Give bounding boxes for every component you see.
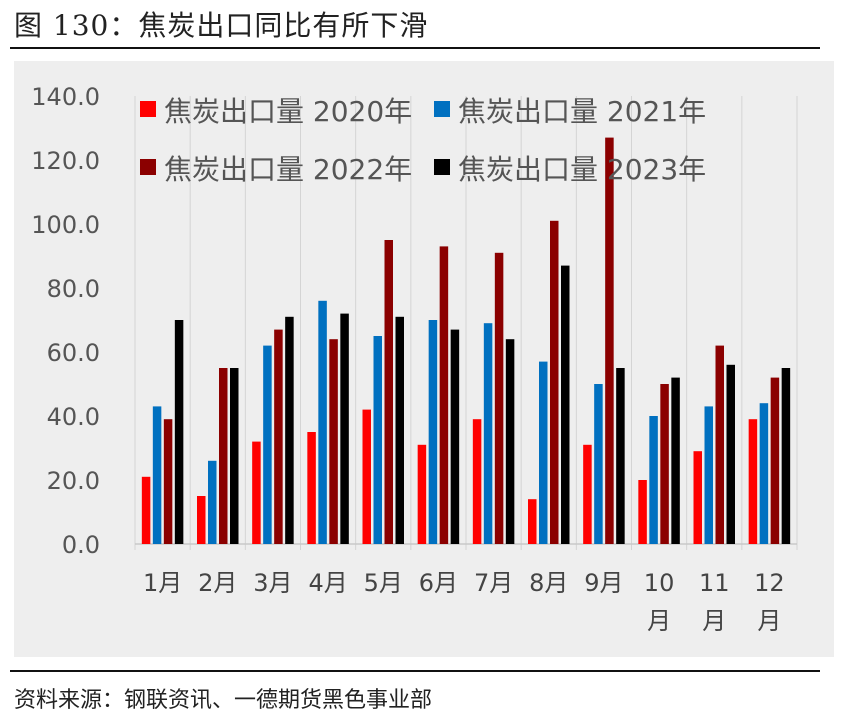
figure-title: 图 130：焦炭出口同比有所下滑 (14, 9, 429, 42)
bar (693, 451, 702, 544)
top-rule (10, 47, 820, 49)
bar (649, 416, 658, 544)
bar (329, 339, 338, 544)
bar (748, 419, 758, 544)
y-tick-label: 0.0 (62, 531, 100, 559)
bar (594, 384, 603, 544)
bar (494, 252, 504, 545)
x-tick-label: 9月 (584, 569, 623, 597)
x-tick-label: 4月 (308, 569, 347, 597)
x-tick-label: 12 月 (754, 569, 785, 635)
bottom-rule (10, 670, 820, 672)
y-tick-label: 120.0 (31, 147, 100, 175)
legend-swatch (434, 159, 450, 175)
x-tick-label: 2月 (198, 569, 237, 597)
y-tick-label: 80.0 (47, 275, 100, 303)
bar (616, 368, 625, 544)
x-tick-label: 5月 (364, 569, 403, 597)
legend-label: 焦炭出口量 2023年 (458, 153, 706, 186)
source-note: 资料来源：钢联资讯、一德期货黑色事业部 (14, 688, 433, 713)
bar (252, 441, 261, 544)
bar (781, 368, 791, 544)
bar (395, 316, 404, 544)
legend-label: 焦炭出口量 2022年 (164, 153, 412, 186)
bar (318, 300, 327, 544)
x-tick-label: 3月 (253, 569, 292, 597)
bar (152, 406, 162, 544)
bar (450, 329, 460, 544)
y-tick-label: 140.0 (31, 83, 100, 111)
bar (163, 419, 173, 544)
bar (505, 339, 515, 544)
bar (197, 496, 206, 544)
legend-swatch (140, 101, 156, 117)
bar (384, 240, 393, 544)
bar (605, 137, 614, 544)
y-tick-label: 40.0 (47, 403, 100, 431)
bar (208, 460, 217, 544)
bar (583, 444, 592, 544)
x-tick-label: 6月 (419, 569, 458, 597)
bar (671, 377, 680, 544)
legend-swatch (434, 101, 450, 117)
bar (638, 480, 647, 544)
bar (660, 384, 669, 544)
bar (219, 368, 228, 544)
bar (373, 336, 382, 544)
bar (539, 361, 548, 544)
bar (274, 329, 283, 544)
legend-swatch (140, 159, 156, 175)
bar (528, 499, 537, 544)
bar (439, 246, 449, 544)
bar (726, 364, 735, 544)
y-tick-label: 20.0 (47, 467, 100, 495)
y-tick-label: 100.0 (31, 211, 100, 239)
bar (550, 220, 559, 545)
x-tick-label: 10 月 (644, 569, 675, 635)
bar (770, 377, 780, 544)
x-tick-label: 1月 (143, 569, 182, 597)
bar (704, 406, 713, 544)
bar (340, 313, 349, 544)
bar (230, 368, 239, 544)
bar (307, 432, 316, 544)
bar (362, 409, 371, 544)
bar (759, 403, 769, 544)
bar (428, 320, 438, 544)
x-tick-label: 11 月 (699, 569, 730, 635)
bar (472, 419, 482, 544)
bar (561, 265, 570, 544)
bar (715, 345, 724, 544)
bar (141, 476, 151, 544)
bar (285, 316, 294, 544)
x-tick-label: 8月 (529, 569, 568, 597)
bar (174, 320, 184, 544)
legend-label: 焦炭出口量 2021年 (458, 95, 706, 128)
y-tick-label: 60.0 (47, 339, 100, 367)
x-tick-label: 7月 (474, 569, 513, 597)
bar (263, 345, 272, 544)
bar (483, 323, 493, 544)
legend-label: 焦炭出口量 2020年 (164, 95, 412, 128)
bar (417, 444, 427, 544)
